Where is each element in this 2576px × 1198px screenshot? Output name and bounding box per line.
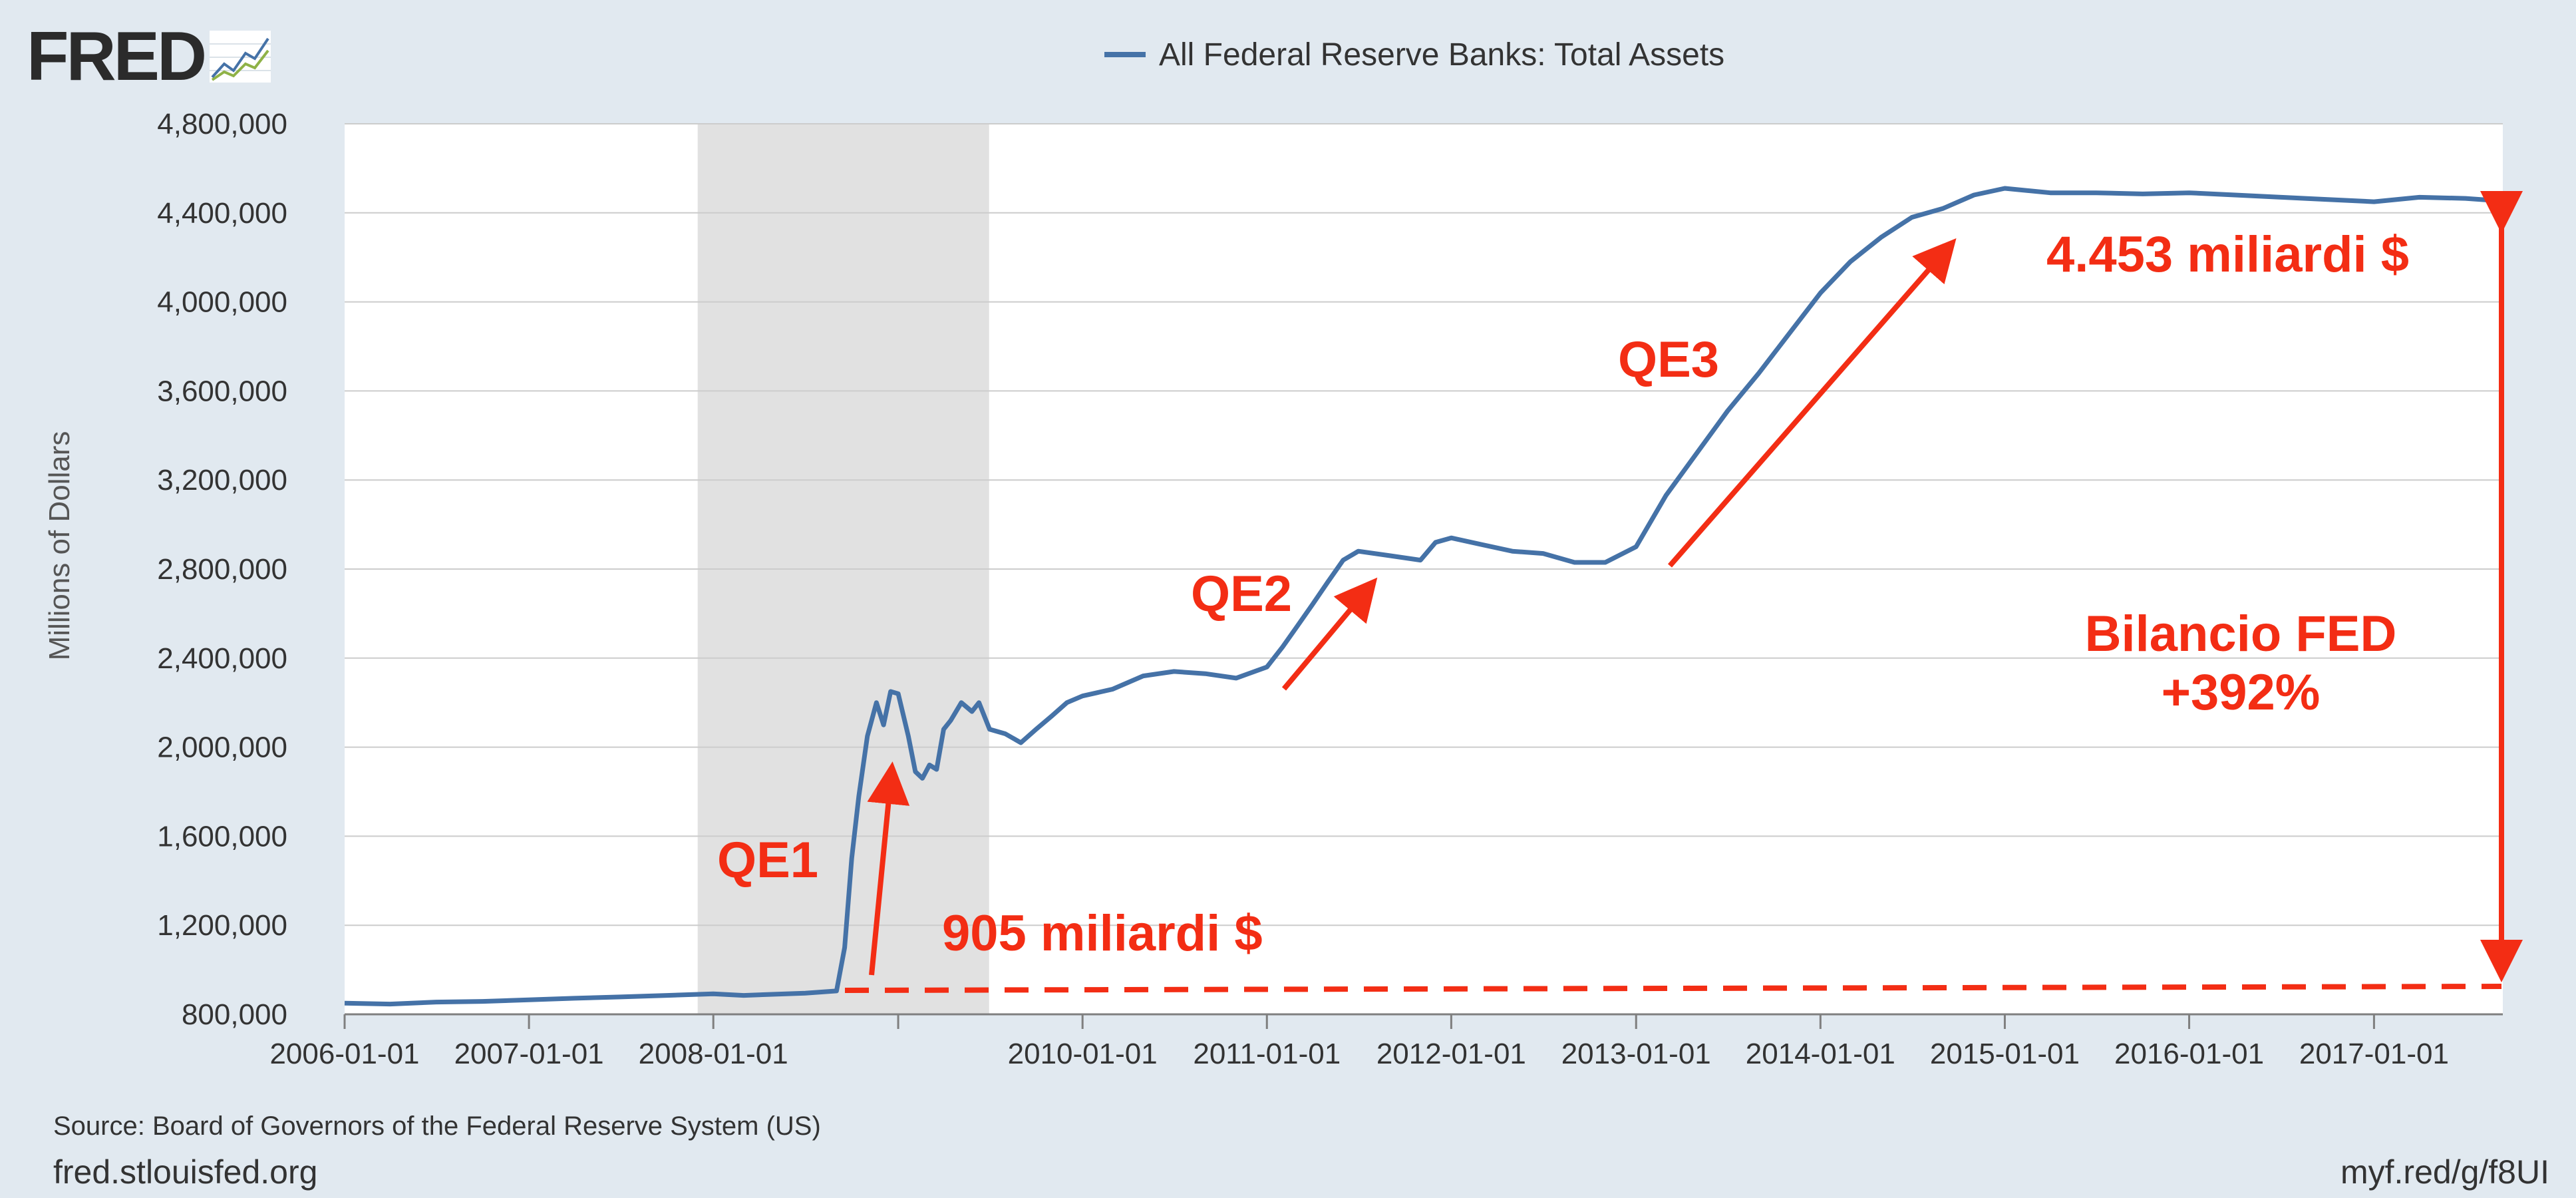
x-axis-ticks: 2006-01-01 2007-01-01 2008-01-01 2010-01-01… bbox=[269, 1014, 2449, 1070]
qe3-arrow bbox=[1667, 238, 1957, 568]
y-tick-label: 1,600,000 bbox=[157, 820, 287, 853]
y-tick-label: 2,000,000 bbox=[157, 731, 287, 764]
y-tick-label: 3,200,000 bbox=[157, 464, 287, 497]
site-link[interactable]: fred.stlouisfed.org bbox=[53, 1153, 318, 1191]
x-tick-label: 2015-01-01 bbox=[1930, 1038, 2080, 1070]
x-tick-label: 2016-01-01 bbox=[2114, 1038, 2264, 1070]
end-value-label: 4.453 miliardi $ bbox=[2046, 226, 2409, 283]
x-tick-label: 2014-01-01 bbox=[1746, 1038, 1895, 1070]
y-tick-label: 4,800,000 bbox=[157, 108, 287, 140]
growth-label-line1: Bilancio FED bbox=[2085, 606, 2397, 662]
qe3-label: QE3 bbox=[1618, 331, 1719, 388]
x-tick-label: 2011-01-01 bbox=[1193, 1038, 1341, 1070]
qe1-label: QE1 bbox=[717, 832, 818, 889]
y-tick-label: 1,200,000 bbox=[157, 909, 287, 942]
y-axis-ticks: 800,000 1,200,000 1,600,000 2,000,000 2,400,… bbox=[157, 108, 287, 1031]
series-line-total-assets bbox=[344, 186, 2503, 1007]
y-tick-label: 4,000,000 bbox=[157, 286, 287, 319]
x-tick-label: 2013-01-01 bbox=[1561, 1038, 1711, 1070]
logo-text: FRED bbox=[27, 18, 207, 95]
x-tick-label: 2010-01-01 bbox=[1008, 1038, 1158, 1070]
gridlines bbox=[345, 123, 2503, 1016]
fred-logo[interactable]: FRED bbox=[27, 20, 272, 93]
source-note: Source: Board of Governors of the Federa… bbox=[53, 1111, 821, 1141]
annotations: QE1 QE2 QE3 905 miliardi $ 4.453 miliard… bbox=[717, 191, 2523, 993]
x-tick-label: 2017-01-01 bbox=[2299, 1038, 2449, 1070]
short-link[interactable]: myf.red/g/f8UI bbox=[2340, 1153, 2549, 1191]
x-tick-label: 2008-01-01 bbox=[639, 1038, 788, 1070]
y-tick-label: 2,800,000 bbox=[157, 553, 287, 586]
baseline-905-dashed-line bbox=[844, 984, 2502, 993]
qe2-label: QE2 bbox=[1191, 566, 1292, 622]
start-value-label: 905 miliardi $ bbox=[942, 905, 1263, 962]
chart-logo-icon bbox=[210, 31, 271, 83]
x-tick-label: 2007-01-01 bbox=[454, 1038, 604, 1070]
x-tick-label: 2012-01-01 bbox=[1376, 1038, 1526, 1070]
qe2-arrow bbox=[1281, 577, 1378, 691]
growth-label-line2: +392% bbox=[2162, 664, 2321, 721]
y-tick-label: 800,000 bbox=[182, 998, 287, 1031]
line-chart: 800,000 1,200,000 1,600,000 2,000,000 2,400,… bbox=[43, 37, 2523, 1070]
y-tick-label: 4,400,000 bbox=[157, 197, 287, 230]
legend-series-label: All Federal Reserve Banks: Total Assets bbox=[1159, 37, 1724, 73]
x-tick-label: 2006-01-01 bbox=[269, 1038, 419, 1070]
y-tick-label: 3,600,000 bbox=[157, 375, 287, 407]
y-tick-label: 2,400,000 bbox=[157, 642, 287, 675]
y-axis-label: Millions of Dollars bbox=[43, 431, 76, 661]
qe1-arrow bbox=[867, 761, 910, 976]
legend[interactable]: All Federal Reserve Banks: Total Assets bbox=[1104, 37, 1724, 73]
